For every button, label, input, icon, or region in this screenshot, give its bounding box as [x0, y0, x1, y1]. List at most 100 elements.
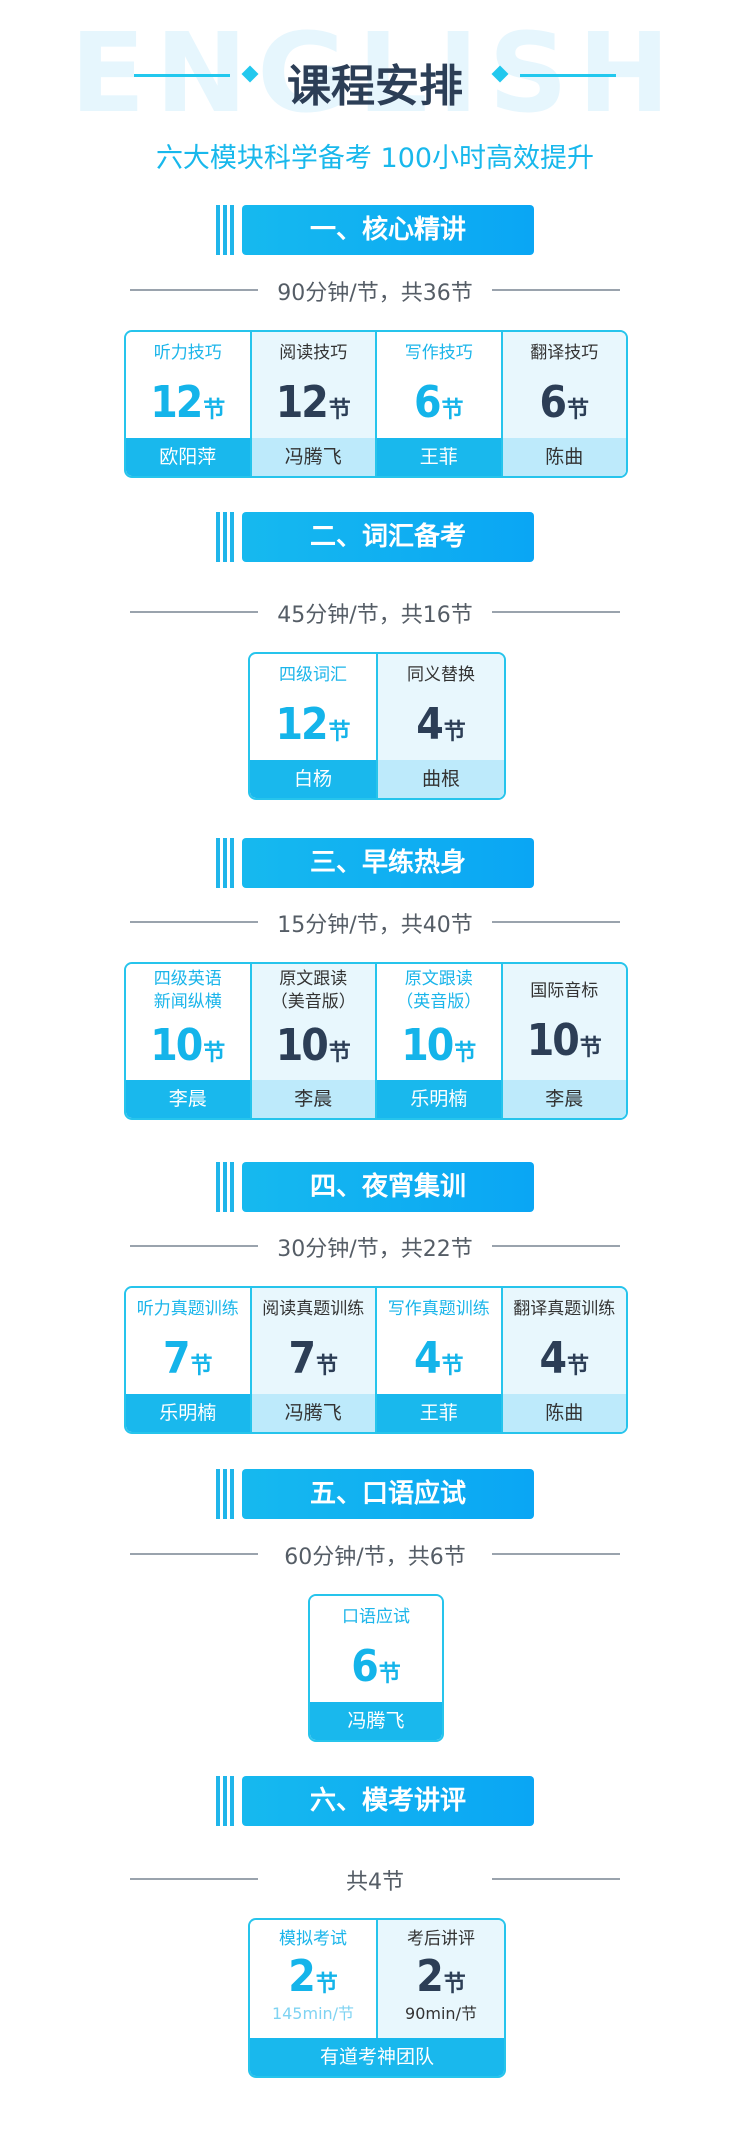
course-card: 听力技巧 12节 欧阳萍	[126, 332, 250, 476]
divider	[492, 289, 620, 291]
course-name: 原文跟读	[404, 969, 473, 989]
section-title: 五、口语应试	[242, 1469, 534, 1519]
lesson-unit: 节	[203, 1041, 226, 1066]
section-bars-icon	[216, 512, 238, 562]
course-card: 听力真题训练 7节 乐明楠	[126, 1288, 250, 1432]
course-card: 口语应试 6节 冯腾飞	[310, 1596, 442, 1740]
lesson-unit: 节	[315, 1972, 338, 1997]
course-card: 写作技巧 6节 王菲	[375, 332, 501, 476]
course-name-line2: （英音版）	[396, 992, 482, 1012]
section-meta: 15分钟/节，共40节	[277, 913, 473, 938]
divider	[130, 611, 258, 613]
course-name: 听力真题训练	[136, 1299, 239, 1319]
card-pair: 模拟考试 2节 145min/节 考后讲评 2节 90min/节	[250, 1920, 504, 2038]
lesson-count: 6	[413, 377, 442, 428]
section-bars-icon	[216, 1469, 238, 1519]
lesson-count: 7	[288, 1333, 316, 1384]
teacher-name: 陈曲	[502, 438, 626, 476]
course-name: 原文跟读	[279, 969, 348, 989]
course-card-row: 四级英语 新闻纵横 10节 李晨 原文跟读 （美音版） 10节 李晨 原文跟读 …	[124, 962, 628, 1120]
course-name: 四级词汇	[279, 665, 347, 685]
divider	[130, 921, 258, 923]
lesson-count: 2	[288, 1951, 316, 2002]
teacher-name: 曲根	[378, 760, 504, 798]
title-line-left	[134, 74, 230, 77]
lesson-count: 4	[539, 1333, 567, 1384]
section-meta: 60分钟/节，共6节	[284, 1545, 466, 1570]
course-card: 四级英语 新闻纵横 10节 李晨	[126, 964, 250, 1118]
lesson-duration: 90min/节	[405, 2004, 477, 2023]
lesson-count: 7	[162, 1333, 191, 1384]
lesson-unit: 节	[454, 1041, 477, 1066]
course-card: 原文跟读 （英音版） 10节 乐明楠	[375, 964, 501, 1118]
divider	[492, 1553, 620, 1555]
teacher-name: 李晨	[126, 1080, 250, 1118]
section-bars-icon	[216, 838, 238, 888]
course-card-row: 模拟考试 2节 145min/节 考后讲评 2节 90min/节 有道考神团队	[248, 1918, 506, 2078]
course-name: 翻译真题训练	[513, 1299, 616, 1319]
course-name: 考后讲评	[407, 1929, 475, 1949]
teacher-name: 冯腾飞	[251, 1394, 375, 1432]
section-title: 三、早练热身	[242, 838, 534, 888]
teacher-name: 欧阳萍	[126, 438, 250, 476]
divider	[492, 921, 620, 923]
team-name: 有道考神团队	[250, 2038, 504, 2076]
course-card-row: 口语应试 6节 冯腾飞	[308, 1594, 444, 1742]
course-name: 阅读技巧	[279, 343, 348, 363]
lesson-unit: 节	[567, 1354, 590, 1379]
course-name: 写作真题训练	[387, 1299, 490, 1319]
course-card: 四级词汇 12节 白杨	[250, 654, 376, 798]
lesson-count: 10	[275, 1020, 329, 1071]
lesson-count: 6	[539, 377, 567, 428]
course-name: 模拟考试	[279, 1929, 347, 1949]
lesson-count: 10	[150, 1020, 203, 1071]
course-card: 阅读技巧 12节 冯腾飞	[249, 332, 375, 476]
lesson-count: 12	[275, 699, 328, 750]
section-title: 二、词汇备考	[242, 512, 534, 562]
teacher-name: 王菲	[377, 438, 501, 476]
section-meta: 共4节	[346, 1870, 404, 1895]
lesson-count: 10	[401, 1020, 454, 1071]
course-name-line2: （美音版）	[270, 992, 356, 1012]
divider	[130, 1553, 258, 1555]
lesson-count: 12	[275, 377, 329, 428]
lesson-unit: 节	[441, 398, 464, 423]
lesson-unit: 节	[328, 720, 351, 745]
section-meta: 30分钟/节，共22节	[277, 1237, 473, 1262]
section-bars-icon	[216, 1162, 238, 1212]
page-subtitle: 六大模块科学备考 100小时高效提升	[155, 143, 595, 174]
teacher-name: 李晨	[251, 1080, 375, 1118]
teacher-name: 王菲	[377, 1394, 501, 1432]
lesson-count: 2	[416, 1951, 444, 2002]
course-card: 考后讲评 2节 90min/节	[376, 1920, 504, 2038]
section-meta: 45分钟/节，共16节	[277, 603, 473, 628]
teacher-name: 冯腾飞	[251, 438, 375, 476]
course-name: 听力技巧	[153, 343, 222, 363]
lesson-unit: 节	[203, 398, 226, 423]
divider	[130, 1878, 258, 1880]
divider	[130, 289, 258, 291]
page-title: 课程安排	[287, 61, 463, 112]
divider	[492, 1878, 620, 1880]
course-card: 模拟考试 2节 145min/节	[250, 1920, 376, 2038]
title-line-right	[520, 74, 616, 77]
lesson-unit: 节	[190, 1354, 213, 1379]
watermark-text: ENGLISH	[70, 9, 680, 137]
divider	[492, 611, 620, 613]
course-card-row: 四级词汇 12节 白杨 同义替换 4节 曲根	[248, 652, 506, 800]
lesson-unit: 节	[328, 1041, 351, 1066]
lesson-count: 4	[413, 1333, 442, 1384]
section-bars-icon	[216, 1776, 238, 1826]
course-card-row: 听力真题训练 7节 乐明楠 阅读真题训练 7节 冯腾飞 写作真题训练 4节 王菲…	[124, 1286, 628, 1434]
course-card: 同义替换 4节 曲根	[376, 654, 504, 798]
section-title: 四、夜宵集训	[242, 1162, 534, 1212]
section-title: 六、模考讲评	[242, 1776, 534, 1826]
lesson-unit: 节	[441, 1354, 464, 1379]
course-name: 阅读真题训练	[262, 1299, 365, 1319]
lesson-duration: 145min/节	[271, 2004, 355, 2023]
course-card: 翻译技巧 6节 陈曲	[500, 332, 626, 476]
course-name-line2: 新闻纵横	[153, 992, 222, 1012]
course-name: 口语应试	[342, 1607, 410, 1627]
lesson-unit: 节	[579, 1036, 602, 1061]
course-name: 四级英语	[153, 969, 222, 989]
